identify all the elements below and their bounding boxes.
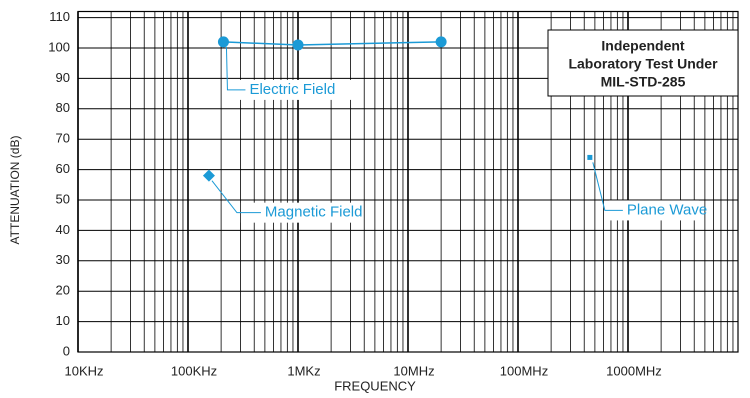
y-tick-label: 10: [56, 313, 70, 328]
plot-frame: [77, 10, 739, 353]
x-tick-label: 1000MHz: [606, 363, 662, 378]
callout-leader: [211, 180, 261, 214]
callout-label: Plane Wave: [627, 201, 707, 218]
y-tick-label: 30: [56, 252, 70, 267]
x-tick-label: 10KHz: [64, 363, 103, 378]
y-axis-label: ATTENUATION (dB): [8, 136, 22, 245]
y-tick-label: 90: [56, 70, 70, 85]
callout-bg: [608, 200, 699, 221]
data-point: [587, 154, 593, 160]
x-tick-label: 1MKz: [287, 363, 320, 378]
y-tick-label: 20: [56, 283, 70, 298]
y-tick-label: 60: [56, 161, 70, 176]
x-tick-label: 100MHz: [500, 363, 548, 378]
note-text: Independent: [601, 38, 685, 54]
callout-leader: [592, 162, 623, 211]
data-point: [292, 39, 304, 51]
x-axis-label: FREQUENCY: [334, 378, 416, 393]
callout-label: Electric Field: [249, 81, 335, 98]
note-text: MIL-STD-285: [601, 74, 686, 90]
y-tick-label: 0: [63, 343, 70, 358]
callout-label: Magnetic Field: [265, 204, 363, 221]
note-box: [547, 29, 739, 97]
data-point: [217, 36, 229, 48]
data-point: [202, 169, 215, 182]
y-tick-label: 100: [48, 39, 70, 54]
callout-leader: [225, 46, 246, 91]
data-point: [435, 36, 447, 48]
y-tick-label: 50: [56, 191, 70, 206]
y-tick-label: 110: [49, 9, 70, 24]
y-tick-label: 80: [56, 100, 70, 115]
note-text: Laboratory Test Under: [568, 56, 718, 72]
x-tick-label: 100KHz: [171, 363, 217, 378]
callout-bg: [231, 79, 354, 100]
x-tick-label: 10MHz: [393, 363, 434, 378]
y-tick-label: 70: [56, 131, 70, 146]
callout-bg: [240, 202, 363, 223]
y-tick-label: 40: [56, 222, 70, 237]
